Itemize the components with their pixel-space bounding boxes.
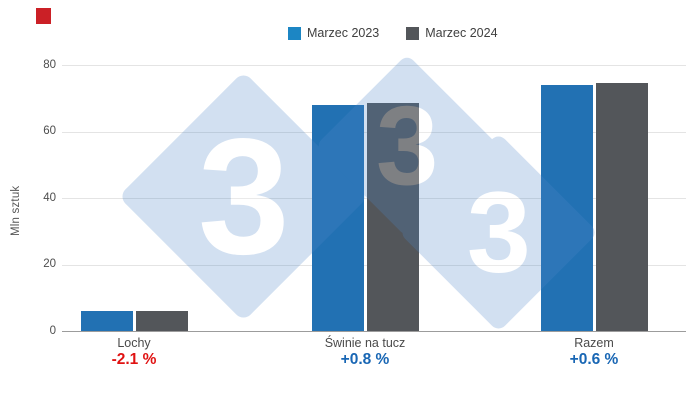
- brand-red-square: [36, 8, 51, 24]
- legend-swatch-icon: [406, 27, 420, 40]
- bar-marzec-2024-swinie-na-tucz[interactable]: [366, 103, 419, 331]
- category-label-lochy: Lochy: [117, 336, 151, 350]
- change-label-razem: +0.6 %: [569, 351, 619, 368]
- bar-marzec-2023-swinie-na-tucz[interactable]: [311, 104, 364, 331]
- gridline: [62, 65, 686, 66]
- legend-item-marzec-2023[interactable]: Marzec 2023: [288, 27, 379, 40]
- legend-swatch-icon: [288, 27, 301, 40]
- y-tick-label: 40: [43, 191, 56, 204]
- y-tick-label: 20: [43, 258, 56, 270]
- legend-label: Marzec 2023: [307, 26, 380, 40]
- bar-marzec-2024-razem[interactable]: [595, 83, 648, 331]
- bar-marzec-2024-lochy[interactable]: [135, 310, 188, 331]
- watermark-3-glyph: 3: [466, 167, 530, 296]
- legend: Marzec 2023 Marzec 2024: [288, 27, 498, 40]
- category-label-swinie-na-tucz: Świnie na tucz: [324, 336, 406, 350]
- legend-label: Marzec 2024: [425, 26, 498, 40]
- change-label-lochy: -2.1 %: [111, 351, 157, 368]
- bar-marzec-2023-lochy[interactable]: [80, 310, 133, 331]
- bar-marzec-2023-razem[interactable]: [540, 84, 593, 331]
- watermark-3-glyph: 3: [197, 103, 289, 288]
- y-tick-label: 60: [43, 125, 56, 137]
- y-tick-label: 0: [49, 324, 56, 337]
- legend-item-marzec-2024[interactable]: Marzec 2024: [406, 26, 498, 40]
- x-axis-line: [62, 331, 686, 332]
- category-label-razem: Razem: [574, 336, 614, 350]
- change-label-swinie-na-tucz: +0.8 %: [340, 351, 390, 368]
- y-tick-label: 80: [43, 58, 56, 71]
